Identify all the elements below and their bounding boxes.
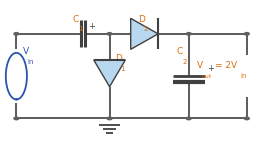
Text: out: out [202,74,212,79]
Text: 1: 1 [78,26,82,32]
Circle shape [107,33,112,35]
Circle shape [14,33,19,35]
Text: +: + [207,64,214,73]
Circle shape [107,117,112,120]
Text: V: V [197,61,203,70]
Text: 2: 2 [182,59,187,65]
Text: 1: 1 [120,66,125,72]
Circle shape [244,33,249,35]
Text: = 2V: = 2V [215,61,237,70]
Circle shape [244,117,249,120]
Circle shape [14,117,19,120]
Text: C: C [73,15,79,24]
Text: C: C [177,47,183,56]
Text: +: + [88,22,95,31]
Text: D: D [139,15,145,24]
Text: in: in [240,73,247,79]
Polygon shape [94,60,125,87]
Polygon shape [131,18,158,49]
Text: in: in [28,59,34,65]
Text: D: D [115,54,122,63]
Text: V: V [22,47,29,56]
Circle shape [186,117,191,120]
Circle shape [186,33,191,35]
Text: 2: 2 [144,26,148,32]
